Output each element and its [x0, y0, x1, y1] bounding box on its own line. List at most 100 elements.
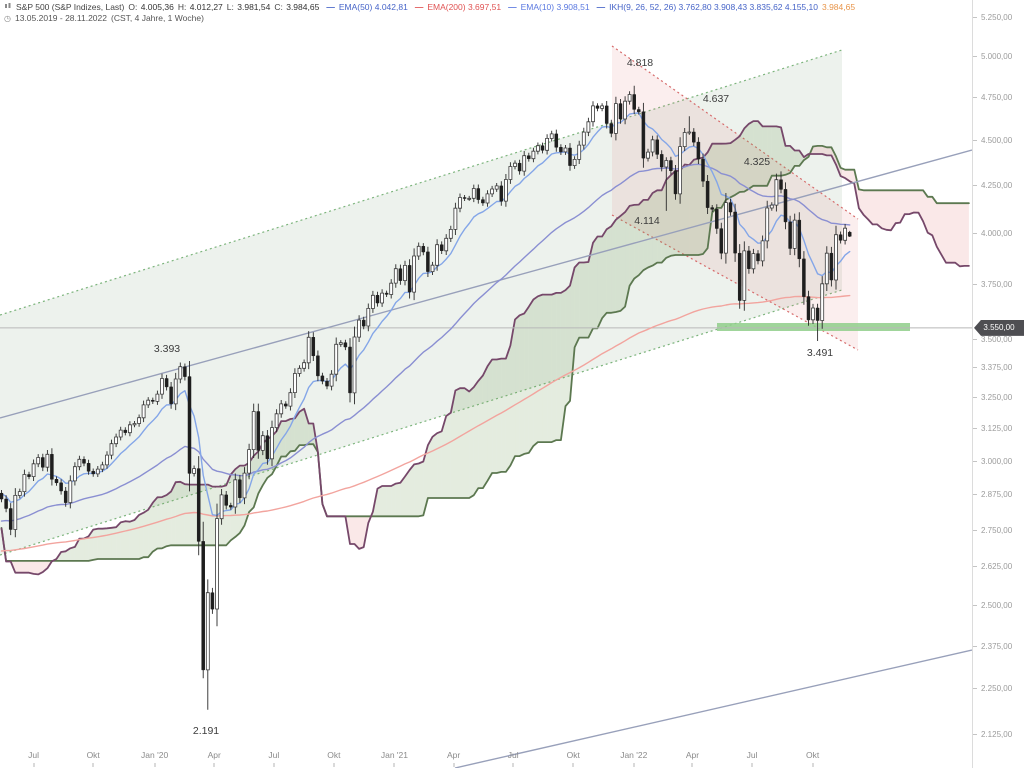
price-axis-label: 2.125,00 [981, 729, 1013, 739]
support-band [717, 323, 910, 331]
time-axis-label: Okt [805, 750, 820, 760]
time-axis-tick [633, 763, 635, 767]
price-axis[interactable]: 5.250,00 5.000,00 4.750,00 4.500,00 4.250,00… [972, 0, 1024, 768]
time-axis-tick [691, 763, 693, 767]
price-axis-label: 4.000,00 [981, 228, 1013, 238]
time-axis-tick [273, 763, 275, 767]
time-axis-label: Jul [268, 750, 280, 760]
price-axis-tick [973, 397, 977, 399]
price-annotation: 3.393 [153, 343, 181, 355]
horizontal-line-value-badge: 3.550,00 [974, 319, 1024, 336]
instrument-icon [4, 2, 12, 13]
time-axis-label: Jan '20 [141, 750, 169, 760]
ichimoku-senkou-b-line [0, 144, 970, 562]
instrument-title: S&P 500 (S&P Indizes, Last) [16, 2, 125, 12]
ema50-legend: EMA(50) 4.042,81 [338, 2, 408, 12]
price-axis-label: 2.625,00 [981, 562, 1013, 572]
price-axis-tick [973, 566, 977, 568]
time-axis-tick [453, 763, 455, 767]
price-axis-tick [973, 529, 977, 531]
time-axis-label: Okt [566, 750, 580, 760]
chart-legend: S&P 500 (S&P Indizes, Last) O: 4.005,36 … [4, 2, 855, 24]
price-axis-tick [973, 184, 977, 186]
time-axis-label: Okt [86, 750, 100, 760]
price-axis-tick [973, 139, 977, 141]
high-label: H: [177, 2, 187, 12]
price-axis-label: 3.125,00 [981, 424, 1013, 434]
price-axis-label: 4.250,00 [981, 180, 1013, 190]
ema200-legend: EMA(200) 3.697,51 [427, 2, 502, 12]
price-annotation: 4.114 [634, 215, 660, 227]
time-axis-tick [92, 763, 94, 767]
ema200-line [0, 294, 851, 552]
price-axis-tick [973, 494, 977, 496]
price-axis-label: 3.500,00 [981, 334, 1013, 344]
price-annotation: 4.325 [743, 156, 771, 168]
trendline-1 [0, 149, 972, 419]
price-axis-tick [973, 645, 977, 647]
candle-bodies-up [13, 94, 847, 671]
price-axis-tick [973, 688, 977, 690]
price-axis-label: 2.375,00 [981, 641, 1013, 651]
price-axis-label: 2.750,00 [981, 525, 1013, 535]
time-axis-tick [572, 763, 574, 767]
time-axis-label: Jul [746, 750, 758, 760]
price-axis-label: 2.500,00 [981, 601, 1013, 611]
ema200-swatch: — [414, 2, 424, 12]
time-axis-tick [333, 763, 335, 767]
time-axis-tick [812, 763, 814, 767]
close-value: 3.984,65 [286, 2, 320, 12]
time-axis-tick [213, 763, 215, 767]
price-axis-tick [973, 56, 977, 58]
time-axis-tick [393, 763, 395, 767]
timeframe: (CST, 4 Jahre, 1 Woche) [111, 13, 204, 23]
up-channel-lower-line [0, 289, 843, 556]
down-channel-upper-line [611, 45, 859, 220]
trendline-2 [454, 649, 972, 768]
ema10-swatch: — [508, 2, 517, 12]
time-axis[interactable]: Jul Okt Jan '20 Apr Jul Okt Jan '21 Apr Jul Okt Ja… [0, 744, 972, 768]
price-axis-label: 4.500,00 [981, 135, 1013, 145]
price-axis-label: 2.250,00 [981, 684, 1013, 694]
price-annotation: 3.491 [806, 347, 834, 359]
price-axis-label: 3.750,00 [981, 279, 1013, 289]
candle-bodies-down [0, 94, 852, 671]
time-axis-label: Apr [446, 750, 461, 760]
ichimoku-swatch: — [596, 2, 606, 12]
price-axis-tick [973, 338, 977, 340]
down-channel-fill [612, 46, 858, 350]
time-axis-label: Apr [685, 750, 700, 760]
ichimoku-senkou-a-line [0, 120, 970, 576]
price-axis-label: 3.375,00 [981, 363, 1013, 373]
low-value: 3.981,54 [237, 2, 271, 12]
ema10-legend: EMA(10) 3.908,51 [520, 2, 590, 12]
price-axis-tick [973, 367, 977, 369]
low-label: L: [226, 2, 234, 12]
price-axis-label: 2.875,00 [981, 490, 1013, 500]
time-axis-label: Jan '22 [620, 750, 648, 760]
price-axis-tick [973, 17, 977, 19]
price-axis-tick [973, 733, 977, 735]
time-axis-tick [33, 763, 35, 767]
price-axis-tick [973, 232, 977, 234]
time-axis-tick [512, 763, 514, 767]
time-axis-label: Jan '21 [380, 750, 408, 760]
open-label: O: [128, 2, 138, 12]
date-range: 13.05.2019 - 28.11.2022 [14, 13, 107, 23]
price-axis-tick [973, 460, 977, 462]
price-axis-label: 3.000,00 [981, 456, 1013, 466]
price-axis-tick [973, 428, 977, 430]
ema10-line [0, 112, 851, 517]
high-value: 4.012,27 [189, 2, 223, 12]
price-annotation: 4.637 [702, 93, 730, 105]
price-axis-label: 5.000,00 [981, 52, 1013, 62]
legend-line-1: S&P 500 (S&P Indizes, Last) O: 4.005,36 … [4, 2, 855, 13]
close-label: C: [274, 2, 283, 12]
price-axis-tick [973, 605, 977, 607]
price-axis-label: 5.250,00 [981, 13, 1013, 23]
up-channel-upper-line [0, 49, 843, 316]
price-annotation: 4.818 [626, 57, 654, 69]
price-axis-label: 3.250,00 [981, 393, 1013, 403]
